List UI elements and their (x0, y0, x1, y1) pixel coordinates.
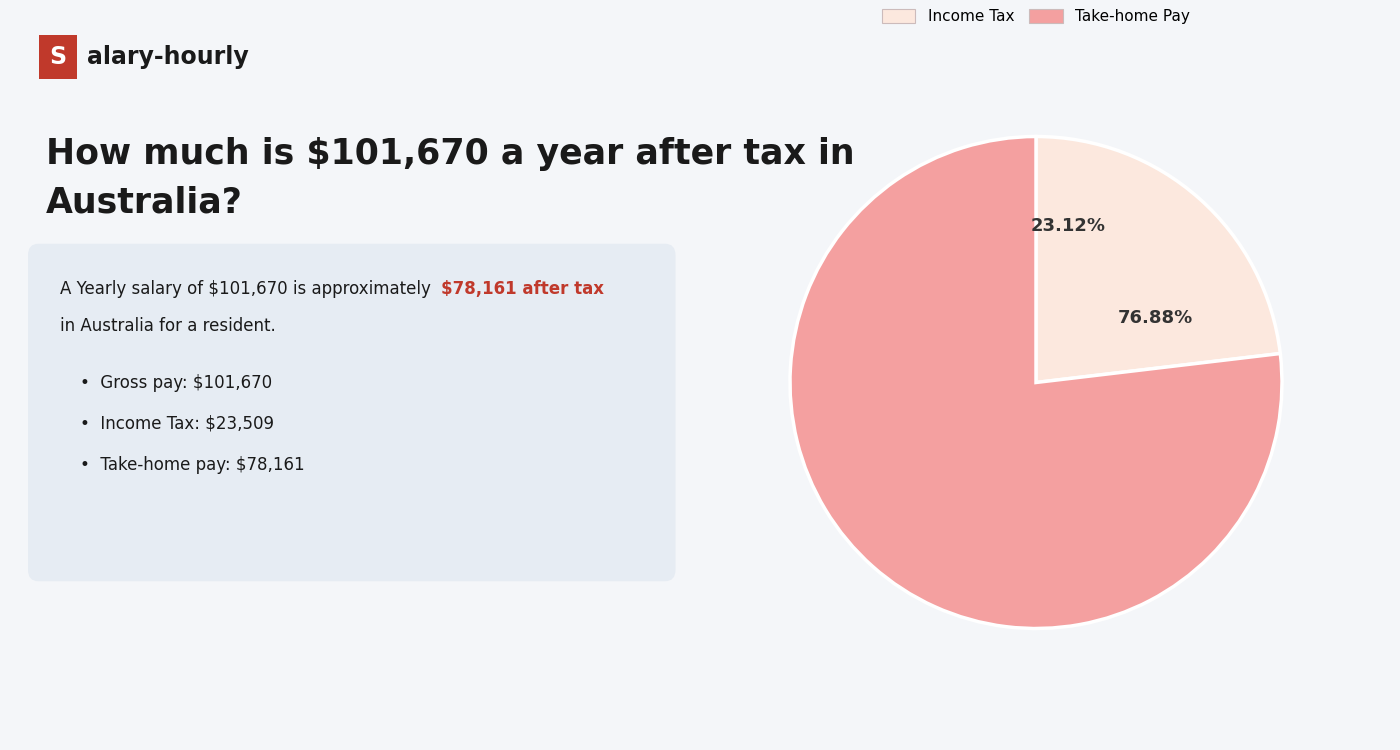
Text: 76.88%: 76.88% (1117, 309, 1193, 327)
Text: $78,161 after tax: $78,161 after tax (441, 280, 603, 298)
Text: A Yearly salary of $101,670 is approximately: A Yearly salary of $101,670 is approxima… (59, 280, 435, 298)
Text: in Australia for a resident.: in Australia for a resident. (59, 317, 276, 335)
Text: How much is $101,670 a year after tax in: How much is $101,670 a year after tax in (45, 136, 854, 171)
Text: •  Income Tax: $23,509: • Income Tax: $23,509 (81, 415, 274, 433)
FancyBboxPatch shape (39, 35, 77, 79)
Text: Australia?: Australia? (45, 185, 242, 220)
Legend: Income Tax, Take-home Pay: Income Tax, Take-home Pay (876, 3, 1196, 31)
Text: 23.12%: 23.12% (1030, 217, 1106, 235)
Wedge shape (1036, 136, 1280, 382)
Text: alary-hourly: alary-hourly (87, 45, 249, 69)
Text: S: S (49, 45, 66, 69)
Text: •  Take-home pay: $78,161: • Take-home pay: $78,161 (81, 456, 305, 474)
Text: •  Gross pay: $101,670: • Gross pay: $101,670 (81, 374, 273, 392)
Wedge shape (790, 136, 1282, 628)
FancyBboxPatch shape (28, 244, 675, 581)
